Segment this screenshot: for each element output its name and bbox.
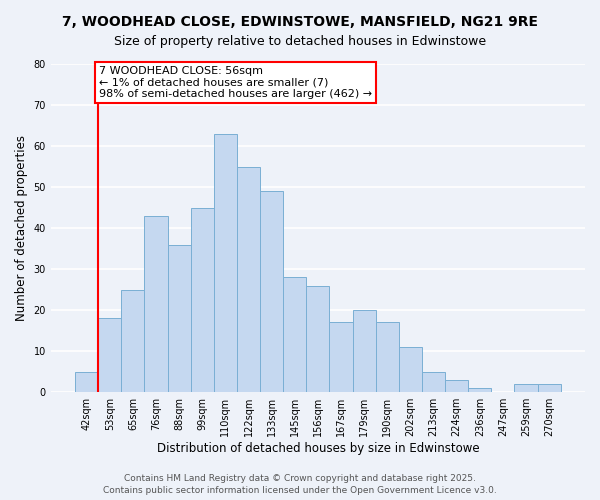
Bar xyxy=(468,388,491,392)
Bar xyxy=(329,322,353,392)
Bar xyxy=(214,134,237,392)
Bar xyxy=(307,286,329,392)
Bar xyxy=(237,166,260,392)
Bar xyxy=(260,191,283,392)
Bar xyxy=(121,290,145,392)
Bar xyxy=(422,372,445,392)
Bar xyxy=(75,372,98,392)
Bar xyxy=(399,347,422,392)
X-axis label: Distribution of detached houses by size in Edwinstowe: Distribution of detached houses by size … xyxy=(157,442,479,455)
Bar xyxy=(353,310,376,392)
Text: 7 WOODHEAD CLOSE: 56sqm
← 1% of detached houses are smaller (7)
98% of semi-deta: 7 WOODHEAD CLOSE: 56sqm ← 1% of detached… xyxy=(98,66,372,100)
Bar xyxy=(145,216,167,392)
Bar xyxy=(98,318,121,392)
Bar xyxy=(167,244,191,392)
Bar xyxy=(191,208,214,392)
Bar xyxy=(376,322,399,392)
Text: Contains HM Land Registry data © Crown copyright and database right 2025.
Contai: Contains HM Land Registry data © Crown c… xyxy=(103,474,497,495)
Text: 7, WOODHEAD CLOSE, EDWINSTOWE, MANSFIELD, NG21 9RE: 7, WOODHEAD CLOSE, EDWINSTOWE, MANSFIELD… xyxy=(62,15,538,29)
Bar xyxy=(538,384,561,392)
Text: Size of property relative to detached houses in Edwinstowe: Size of property relative to detached ho… xyxy=(114,35,486,48)
Bar xyxy=(445,380,468,392)
Y-axis label: Number of detached properties: Number of detached properties xyxy=(15,135,28,321)
Bar xyxy=(514,384,538,392)
Bar xyxy=(283,278,307,392)
